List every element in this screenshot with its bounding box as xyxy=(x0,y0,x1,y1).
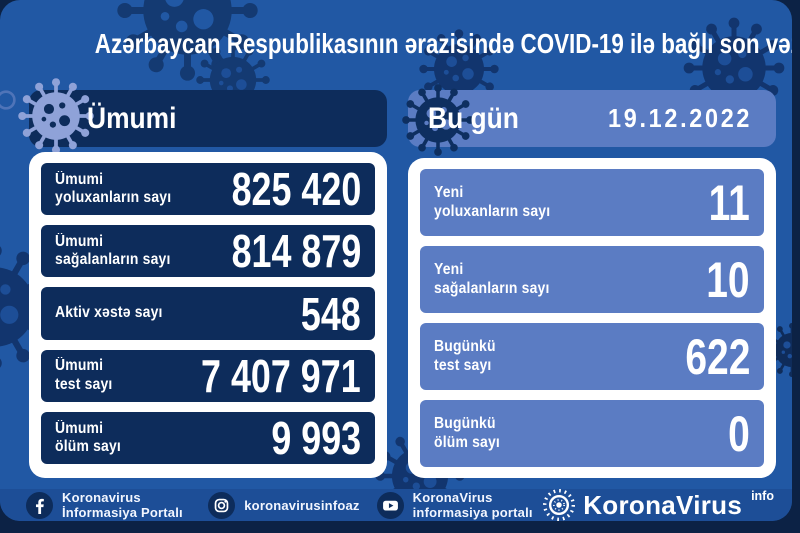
stat-label: Bugünkü test sayı xyxy=(434,338,496,374)
stat-label: Aktiv xəstə sayı xyxy=(55,304,163,322)
stat-value: 548 xyxy=(301,287,361,340)
social-link-instagram[interactable]: koronavirusinfoaz xyxy=(208,491,360,519)
stat-value: 622 xyxy=(684,328,750,385)
social-label: KoronaVirus informasiya portalı xyxy=(412,490,533,520)
panel-title-total: Ümumi xyxy=(87,102,177,135)
logo-text: KoronaVirus xyxy=(583,489,743,520)
stat-row: Ümumi test sayı 7 407 971 xyxy=(41,349,375,402)
stat-value: 0 xyxy=(728,405,750,462)
stat-label: Bugünkü ölüm sayı xyxy=(434,415,500,451)
report-date: 19.12.2022 xyxy=(607,103,752,133)
social-label: koronavirusinfoaz xyxy=(244,497,360,513)
stat-value: 825 420 xyxy=(231,163,361,216)
infographic-card: Azərbaycan Respublikasının ərazisində CO… xyxy=(0,0,792,521)
instagram-icon xyxy=(208,491,236,519)
stat-value: 9 993 xyxy=(271,411,361,464)
stat-row: Aktiv xəstə sayı 548 xyxy=(41,287,375,340)
youtube-icon xyxy=(376,491,404,519)
infographic-title: Azərbaycan Respublikasının ərazisində CO… xyxy=(94,28,792,59)
logo-superscript: info xyxy=(751,489,774,503)
footer-bar: Koronavirus İnformasiya Portalı koronavi… xyxy=(0,489,792,521)
stat-value: 7 407 971 xyxy=(201,349,361,402)
stat-label: Yeni yoluxanların sayı xyxy=(434,184,551,220)
stat-value: 11 xyxy=(708,174,750,231)
stat-label: Ümumi yoluxanların sayı xyxy=(55,170,172,207)
stat-row: Ümumi ölüm sayı 9 993 xyxy=(41,411,375,465)
stat-row: Bugünkü ölüm sayı 0 xyxy=(420,400,764,467)
stat-value: 10 xyxy=(706,251,750,308)
total-stats-box: Ümumi yoluxanların sayı 825 420 Ümumi sa… xyxy=(29,152,387,478)
stat-value: 814 879 xyxy=(231,225,361,278)
stat-row: Ümumi sağalanların sayı 814 879 xyxy=(41,225,375,278)
stat-row: Yeni yoluxanların sayı 11 xyxy=(420,169,764,236)
stat-label: Ümumi test sayı xyxy=(55,357,113,393)
koronavirus-logo-icon xyxy=(543,489,576,521)
stat-label: Ümumi sağalanların sayı xyxy=(55,233,171,269)
stat-row: Ümumi yoluxanların sayı 825 420 xyxy=(41,163,375,216)
panel-header-total: Ümumi xyxy=(29,90,387,147)
circle-decoration xyxy=(0,90,16,110)
social-label: Koronavirus İnformasiya Portalı xyxy=(62,490,183,520)
stat-label: Ümumi ölüm sayı xyxy=(55,419,121,455)
virus-icon xyxy=(17,77,95,155)
panel-header-today: Bu gün 19.12.2022 xyxy=(408,90,776,147)
social-link-facebook[interactable]: Koronavirus İnformasiya Portalı xyxy=(26,490,191,520)
social-link-youtube[interactable]: KoronaVirus informasiya portalı xyxy=(376,490,543,520)
stat-label: Yeni sağalanların sayı xyxy=(434,261,550,297)
today-stats-box: Yeni yoluxanların sayı 11 Yeni sağalanla… xyxy=(408,158,776,478)
stat-row: Bugünkü test sayı 622 xyxy=(420,323,764,390)
panel-title-today: Bu gün xyxy=(428,102,519,135)
facebook-icon xyxy=(26,491,53,519)
koronavirus-logo: KoronaVirus info xyxy=(542,488,774,521)
stat-row: Yeni sağalanların sayı 10 xyxy=(420,246,764,313)
